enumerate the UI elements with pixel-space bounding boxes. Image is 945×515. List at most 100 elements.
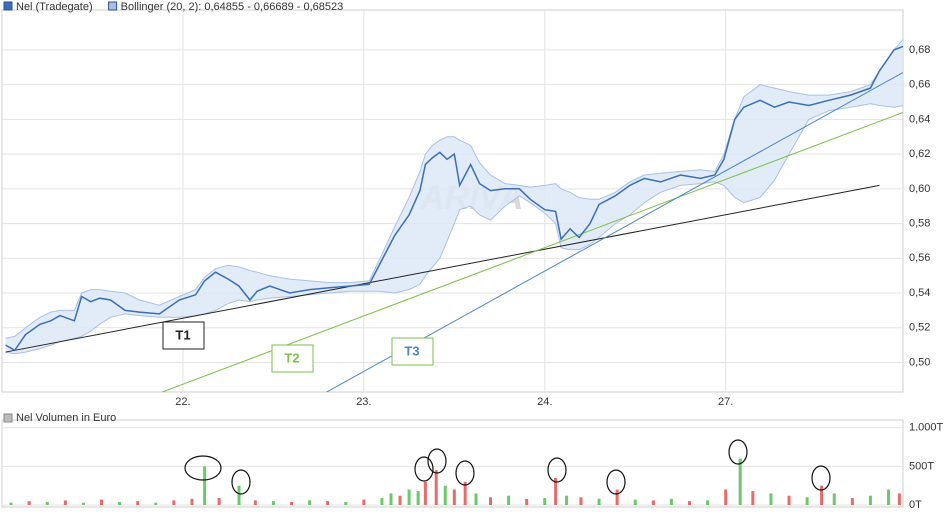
volume-frame	[1, 419, 904, 508]
volume-bar	[452, 489, 456, 505]
volume-bar	[136, 501, 140, 505]
y-tick-label: 0,58	[909, 217, 930, 229]
circle	[414, 456, 434, 482]
volume-bar	[118, 501, 122, 505]
bollinger-fill	[5, 39, 903, 354]
x-tick-label: 24.	[537, 396, 552, 408]
volume-bar	[423, 481, 427, 505]
circle	[455, 460, 475, 486]
trend-label-box	[271, 344, 314, 373]
volume-bar	[820, 485, 824, 505]
volume-bar	[190, 498, 194, 505]
legend-label: Nel (Tradegate)	[16, 1, 93, 13]
volume-bar	[564, 495, 568, 505]
y-tick-label: 0,66	[909, 79, 930, 91]
trend-label: T3	[404, 343, 419, 358]
volume-bar	[474, 493, 478, 505]
volume-bar	[751, 491, 755, 505]
volume-bar	[897, 493, 901, 505]
volume-bar	[203, 466, 207, 505]
trend-label: T2	[284, 350, 299, 365]
circle	[811, 465, 831, 491]
volume-bar	[832, 493, 836, 505]
volume-bar	[217, 498, 221, 505]
volume-bar	[9, 502, 13, 505]
y-tick-label: 0T	[909, 499, 922, 511]
volume-bar	[488, 497, 492, 505]
legend-label: Bollinger (20, 2): 0,64855 - 0,66689 - 0…	[121, 1, 344, 13]
bollinger-upper	[5, 39, 903, 339]
volume-bar	[543, 498, 547, 505]
circle	[184, 455, 222, 481]
circle	[427, 448, 447, 474]
volume-bar	[579, 497, 583, 505]
y-tick-label: 0,56	[909, 252, 930, 264]
volume-bar	[769, 493, 773, 505]
trend-label-box	[391, 337, 434, 366]
circle	[231, 469, 251, 495]
volume-bar	[597, 498, 601, 505]
volume-bar	[805, 497, 809, 505]
volume-bar	[308, 500, 312, 505]
volume-bar	[253, 500, 257, 505]
volume-bar	[63, 500, 67, 505]
x-tick-label: 23.	[356, 396, 371, 408]
price-line	[5, 45, 903, 352]
volume-bar	[289, 501, 293, 505]
volume-bar	[172, 500, 176, 505]
legend-swatch	[108, 1, 118, 11]
volume-bar	[45, 501, 49, 505]
trend-label-box	[162, 321, 205, 350]
volume-bar	[434, 470, 438, 505]
legend-swatch	[3, 1, 13, 11]
volume-bar	[362, 499, 366, 505]
volume-bar	[380, 498, 384, 505]
volume-bar	[615, 489, 619, 505]
legend-swatch	[3, 413, 13, 423]
y-tick-label: 0,64	[909, 113, 930, 125]
volume-title: Nel Volumen in Euro	[16, 412, 116, 424]
y-tick-label: 0,62	[909, 148, 930, 160]
volume-bar	[326, 501, 330, 505]
y-tick-label: 0,52	[909, 322, 930, 334]
volume-bar	[463, 481, 467, 505]
volume-bar	[416, 491, 420, 505]
volume-bar	[344, 501, 348, 505]
annotation-circles	[184, 439, 831, 495]
volume-bar	[525, 498, 529, 505]
volume-bar	[398, 495, 402, 505]
volume-bar	[850, 498, 854, 505]
volume-bar	[554, 477, 558, 505]
x-tick-label: 22.	[175, 396, 190, 408]
volume-bar	[81, 502, 85, 505]
volume-bar	[724, 489, 728, 505]
x-tick-label: 27.	[718, 396, 733, 408]
volume-bar	[237, 485, 241, 505]
volume-bar	[787, 495, 791, 505]
y-tick-label: 500T	[909, 460, 934, 472]
volume-bar	[706, 500, 710, 505]
volume-bar	[271, 501, 275, 505]
circle	[606, 469, 626, 495]
trend-line	[5, 184, 880, 353]
volume-bar	[651, 500, 655, 505]
volume-bar	[443, 485, 447, 505]
volume-bar	[389, 493, 393, 505]
volume-bar	[633, 499, 637, 505]
bollinger-lower	[5, 103, 903, 355]
trend-label: T1	[175, 327, 190, 342]
volume-bar	[27, 501, 31, 505]
volume-bar	[100, 499, 104, 505]
volume-bar	[507, 495, 511, 505]
volume-bar	[887, 489, 891, 505]
volume-bar	[868, 495, 872, 505]
volume-bar	[669, 498, 673, 505]
volume-bar	[407, 489, 411, 505]
circle	[728, 439, 748, 465]
circle	[547, 457, 567, 483]
volume-bar	[738, 458, 742, 505]
volume-bar	[154, 502, 158, 505]
y-tick-label: 0,60	[909, 183, 930, 195]
y-tick-label: 1.000T	[909, 422, 944, 434]
